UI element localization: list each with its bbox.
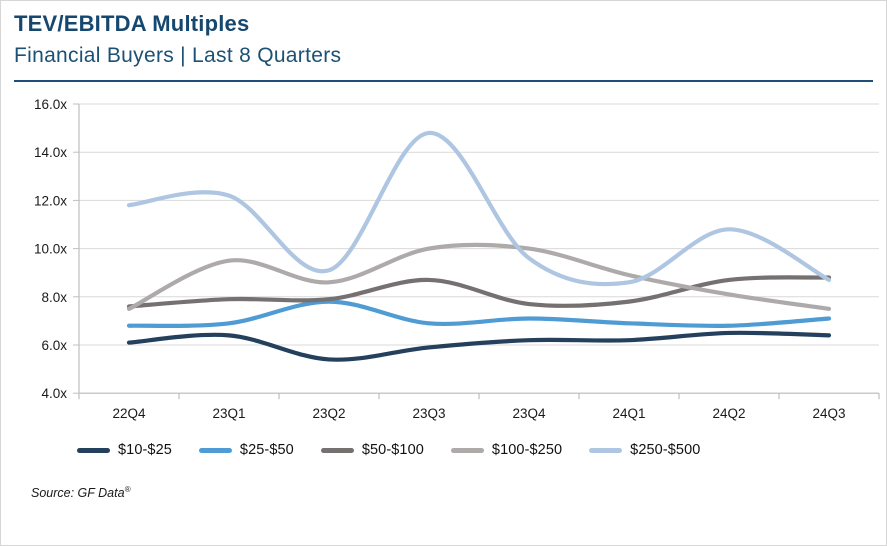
y-axis-label: 14.0x — [34, 145, 67, 160]
legend-line-swatch — [77, 447, 110, 453]
chart-subtitle: Financial Buyers | Last 8 Quarters — [14, 44, 342, 67]
x-axis-label: 24Q2 — [712, 406, 745, 421]
legend-line-swatch — [589, 447, 623, 453]
legend-label: $250-$500 — [630, 442, 701, 458]
x-axis-label: 23Q3 — [412, 406, 445, 421]
chart-legend: $10-$25 $25-$50 $50-$100 $100-$250 $250-$500 — [1, 433, 886, 467]
x-axis-label: 23Q1 — [212, 406, 245, 421]
series-line--100-250 — [126, 242, 832, 311]
y-axis-label: 4.0x — [41, 386, 67, 401]
line-chart-area: 16.0x 14.0x 12.0x 10.0x 8.0x 6.0x 4.0x 22Q4 23Q1… — [1, 84, 886, 429]
x-axis-label: 23Q2 — [312, 406, 345, 421]
legend-item: $50-$100 — [320, 442, 424, 458]
y-axis-label: 6.0x — [41, 338, 67, 353]
tev-ebitda-line-chart: 16.0x 14.0x 12.0x 10.0x 8.0x 6.0x 4.0x 22Q4 23Q1… — [34, 97, 880, 421]
series-line--50-100 — [126, 275, 832, 309]
y-axis-label: 16.0x — [34, 97, 67, 112]
series-line--25-50 — [126, 299, 832, 328]
source-note: Source: GF Data® — [31, 485, 886, 500]
legend-line-swatch — [320, 447, 354, 453]
chart-title: TEV/EBITDA Multiples — [14, 11, 250, 36]
y-axis-label: 10.0x — [34, 242, 67, 257]
legend-label: $50-$100 — [361, 442, 424, 458]
y-axis-label: 8.0x — [41, 290, 67, 305]
legend-line-swatch — [450, 447, 484, 453]
legend-item: $100-$250 — [450, 442, 563, 458]
header-divider — [14, 80, 873, 82]
x-axis-label: 23Q4 — [512, 406, 546, 421]
legend-item: $10-$25 — [77, 442, 172, 458]
x-axis-label: 24Q3 — [812, 406, 845, 421]
x-axis-label: 24Q1 — [612, 406, 645, 421]
chart-header: TEV/EBITDA Multiples Financial Buyers | … — [1, 1, 886, 68]
legend-line-swatch — [198, 447, 232, 453]
x-axis-label: 22Q4 — [112, 406, 146, 421]
series-line--250-500 — [126, 130, 832, 287]
legend-label: $10-$25 — [118, 442, 172, 458]
legend-label: $100-$250 — [491, 442, 563, 458]
registered-mark: ® — [124, 485, 131, 494]
y-axis-label: 12.0x — [34, 193, 67, 208]
series-line--10-25 — [126, 330, 832, 362]
legend-label: $25-$50 — [239, 442, 294, 458]
legend-item: $250-$500 — [589, 442, 700, 458]
source-text: Source: GF Data — [31, 486, 125, 501]
legend-item: $25-$50 — [198, 442, 294, 458]
